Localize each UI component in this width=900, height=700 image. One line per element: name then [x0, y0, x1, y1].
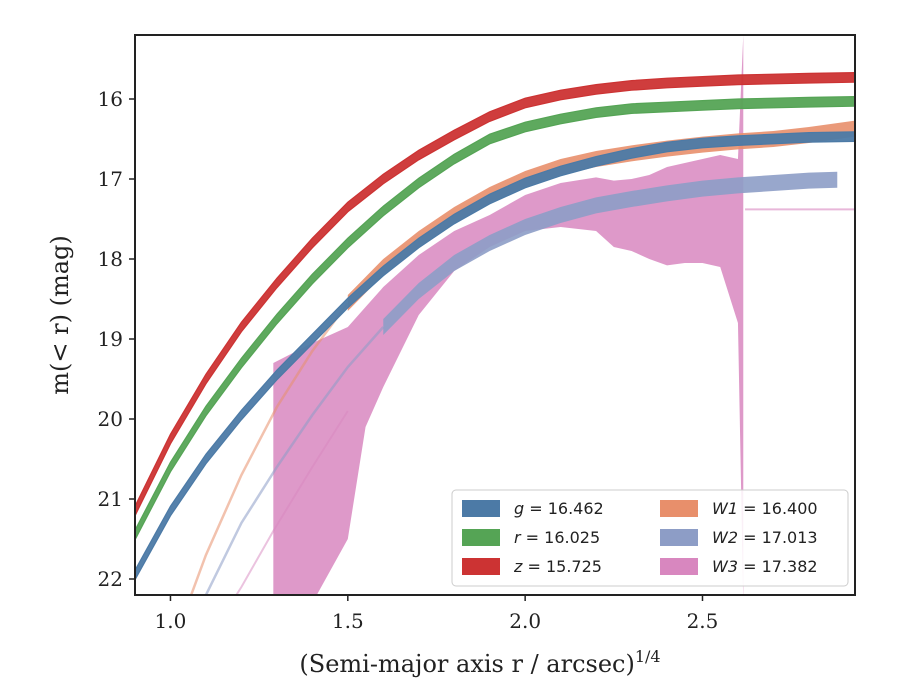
- x-axis-title: (Semi-major axis r / arcsec)1/4: [299, 647, 660, 678]
- legend-label-w3: W3 = 17.382: [712, 557, 818, 576]
- x-tick-label: 2.0: [509, 609, 541, 633]
- legend-item-w1: W1 = 16.400: [660, 499, 818, 518]
- legend-label-r: r = 16.025: [514, 528, 600, 547]
- legend-swatch-r: [462, 529, 500, 546]
- legend-item-w3: W3 = 17.382: [660, 557, 818, 576]
- legend-label-w2: W2 = 17.013: [712, 528, 818, 547]
- y-tick-label: 22: [98, 567, 123, 591]
- legend-label-g: g = 16.462: [514, 499, 604, 518]
- legend-box: [451, 489, 849, 587]
- legend-swatch-w2: [660, 529, 698, 546]
- legend: g = 16.462 r = 16.025 z = 15.725 W1 = 16.40…: [451, 489, 849, 587]
- y-tick-label: 21: [98, 487, 123, 511]
- legend-item-w2: W2 = 17.013: [660, 528, 818, 547]
- x-axis-title-sup: 1/4: [635, 647, 661, 666]
- y-tick-label: 17: [98, 167, 123, 191]
- series-z-band: [135, 71, 855, 517]
- plot-frame: [134, 34, 856, 596]
- x-axis: 1.0 1.5 2.0 2.5: [155, 595, 719, 633]
- series-w2-faded-line: [204, 326, 385, 595]
- plot-area: [135, 35, 855, 595]
- series-w3-envelope: [273, 35, 744, 595]
- y-tick-label: 18: [98, 247, 123, 271]
- legend-swatch-z: [462, 558, 500, 575]
- legend-item-g: g = 16.462: [462, 499, 604, 518]
- legend-item-r: r = 16.025: [462, 528, 600, 547]
- legend-swatch-g: [462, 500, 500, 517]
- x-tick-label: 1.5: [332, 609, 364, 633]
- x-tick-label: 1.0: [155, 609, 187, 633]
- legend-label-w1: W1 = 16.400: [712, 499, 818, 518]
- series-r-band: [135, 95, 855, 541]
- legend-label-z: z = 15.725: [513, 557, 602, 576]
- y-axis: 16 17 18 19 20 21 22: [98, 87, 135, 591]
- y-tick-label: 16: [98, 87, 123, 111]
- legend-swatch-w1: [660, 500, 698, 517]
- y-axis-title: m(< r) (mag): [46, 235, 74, 394]
- y-tick-label: 19: [98, 327, 123, 351]
- y-tick-label: 20: [98, 407, 123, 431]
- legend-item-z: z = 15.725: [462, 557, 602, 576]
- series-w1-faded-line: [189, 302, 349, 595]
- series-w2-band: [383, 171, 838, 335]
- series-g-band: [135, 131, 855, 582]
- legend-swatch-w3: [660, 558, 698, 575]
- x-tick-label: 2.5: [687, 609, 719, 633]
